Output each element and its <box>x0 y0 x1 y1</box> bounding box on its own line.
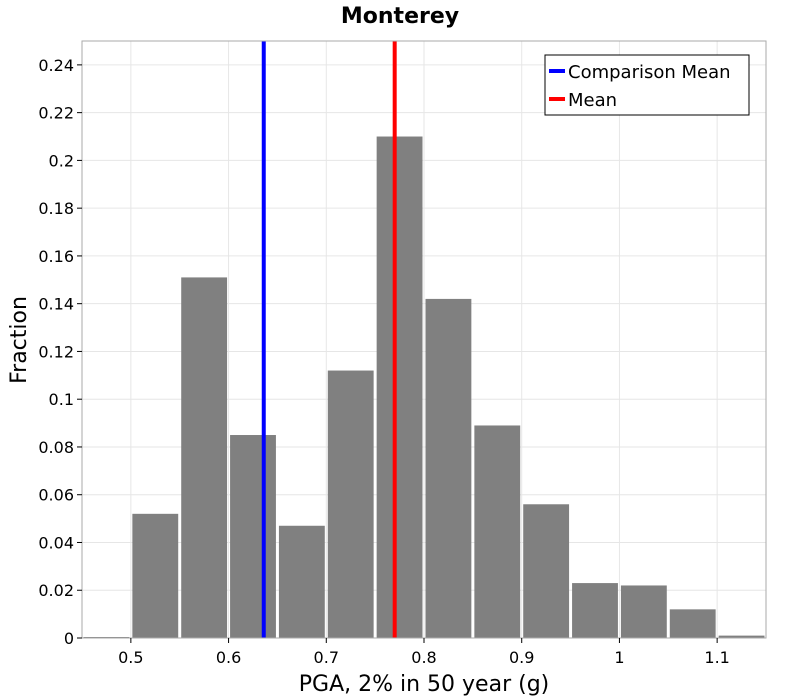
histogram-bar <box>425 298 472 638</box>
y-tick-label: 0.18 <box>38 199 74 218</box>
x-axis-ticks: 0.5 0.6 0.7 0.8 0.9 1 1.1 <box>118 638 730 667</box>
legend-label-comparison-mean: Comparison Mean <box>568 62 731 83</box>
reference-lines <box>261 41 397 638</box>
bars <box>83 136 765 638</box>
x-axis-label: PGA, 2% in 50 year (g) <box>299 672 550 697</box>
x-tick-label: 0.7 <box>314 648 339 667</box>
histogram-bar <box>181 277 228 638</box>
chart-title: Monterey <box>341 4 459 29</box>
y-tick-label: 0.24 <box>38 56 74 75</box>
legend-box <box>544 54 750 116</box>
histogram-bar <box>230 435 276 638</box>
legend-label-mean: Mean <box>568 90 617 111</box>
histogram-bar <box>620 585 667 638</box>
y-tick-label: 0.04 <box>38 533 74 552</box>
y-tick-label: 0.14 <box>38 295 74 314</box>
y-tick-label: 0.12 <box>38 342 74 361</box>
histogram-bar <box>474 425 521 638</box>
x-tick-label: 0.6 <box>216 648 241 667</box>
y-tick-label: 0 <box>64 629 74 648</box>
y-tick-label: 0.16 <box>38 247 74 266</box>
histogram-bar <box>572 583 618 638</box>
histogram-bar <box>523 504 570 638</box>
y-tick-label: 0.1 <box>49 390 74 409</box>
y-axis-ticks: 0 0.02 0.04 0.06 0.08 0.1 0.12 0.14 0.16 0.18 0.2 0… <box>38 56 82 648</box>
histogram-bar <box>669 609 716 638</box>
y-tick-label: 0.08 <box>38 438 74 457</box>
x-tick-label: 0.8 <box>411 648 436 667</box>
histogram-bar <box>376 136 423 638</box>
x-tick-label: 1.1 <box>704 648 729 667</box>
x-tick-label: 0.9 <box>509 648 534 667</box>
y-tick-label: 0.02 <box>38 581 74 600</box>
y-axis-label: Fraction <box>7 296 32 384</box>
x-tick-label: 0.5 <box>118 648 143 667</box>
histogram-bar <box>132 513 179 638</box>
y-tick-label: 0.2 <box>49 151 74 170</box>
y-tick-label: 0.22 <box>38 104 74 123</box>
histogram-bar <box>718 635 765 638</box>
y-tick-label: 0.06 <box>38 486 74 505</box>
legend: Comparison Mean Mean <box>544 54 750 116</box>
x-tick-label: 1 <box>614 648 624 667</box>
histogram-bar <box>327 370 374 638</box>
histogram-bar <box>278 525 325 638</box>
